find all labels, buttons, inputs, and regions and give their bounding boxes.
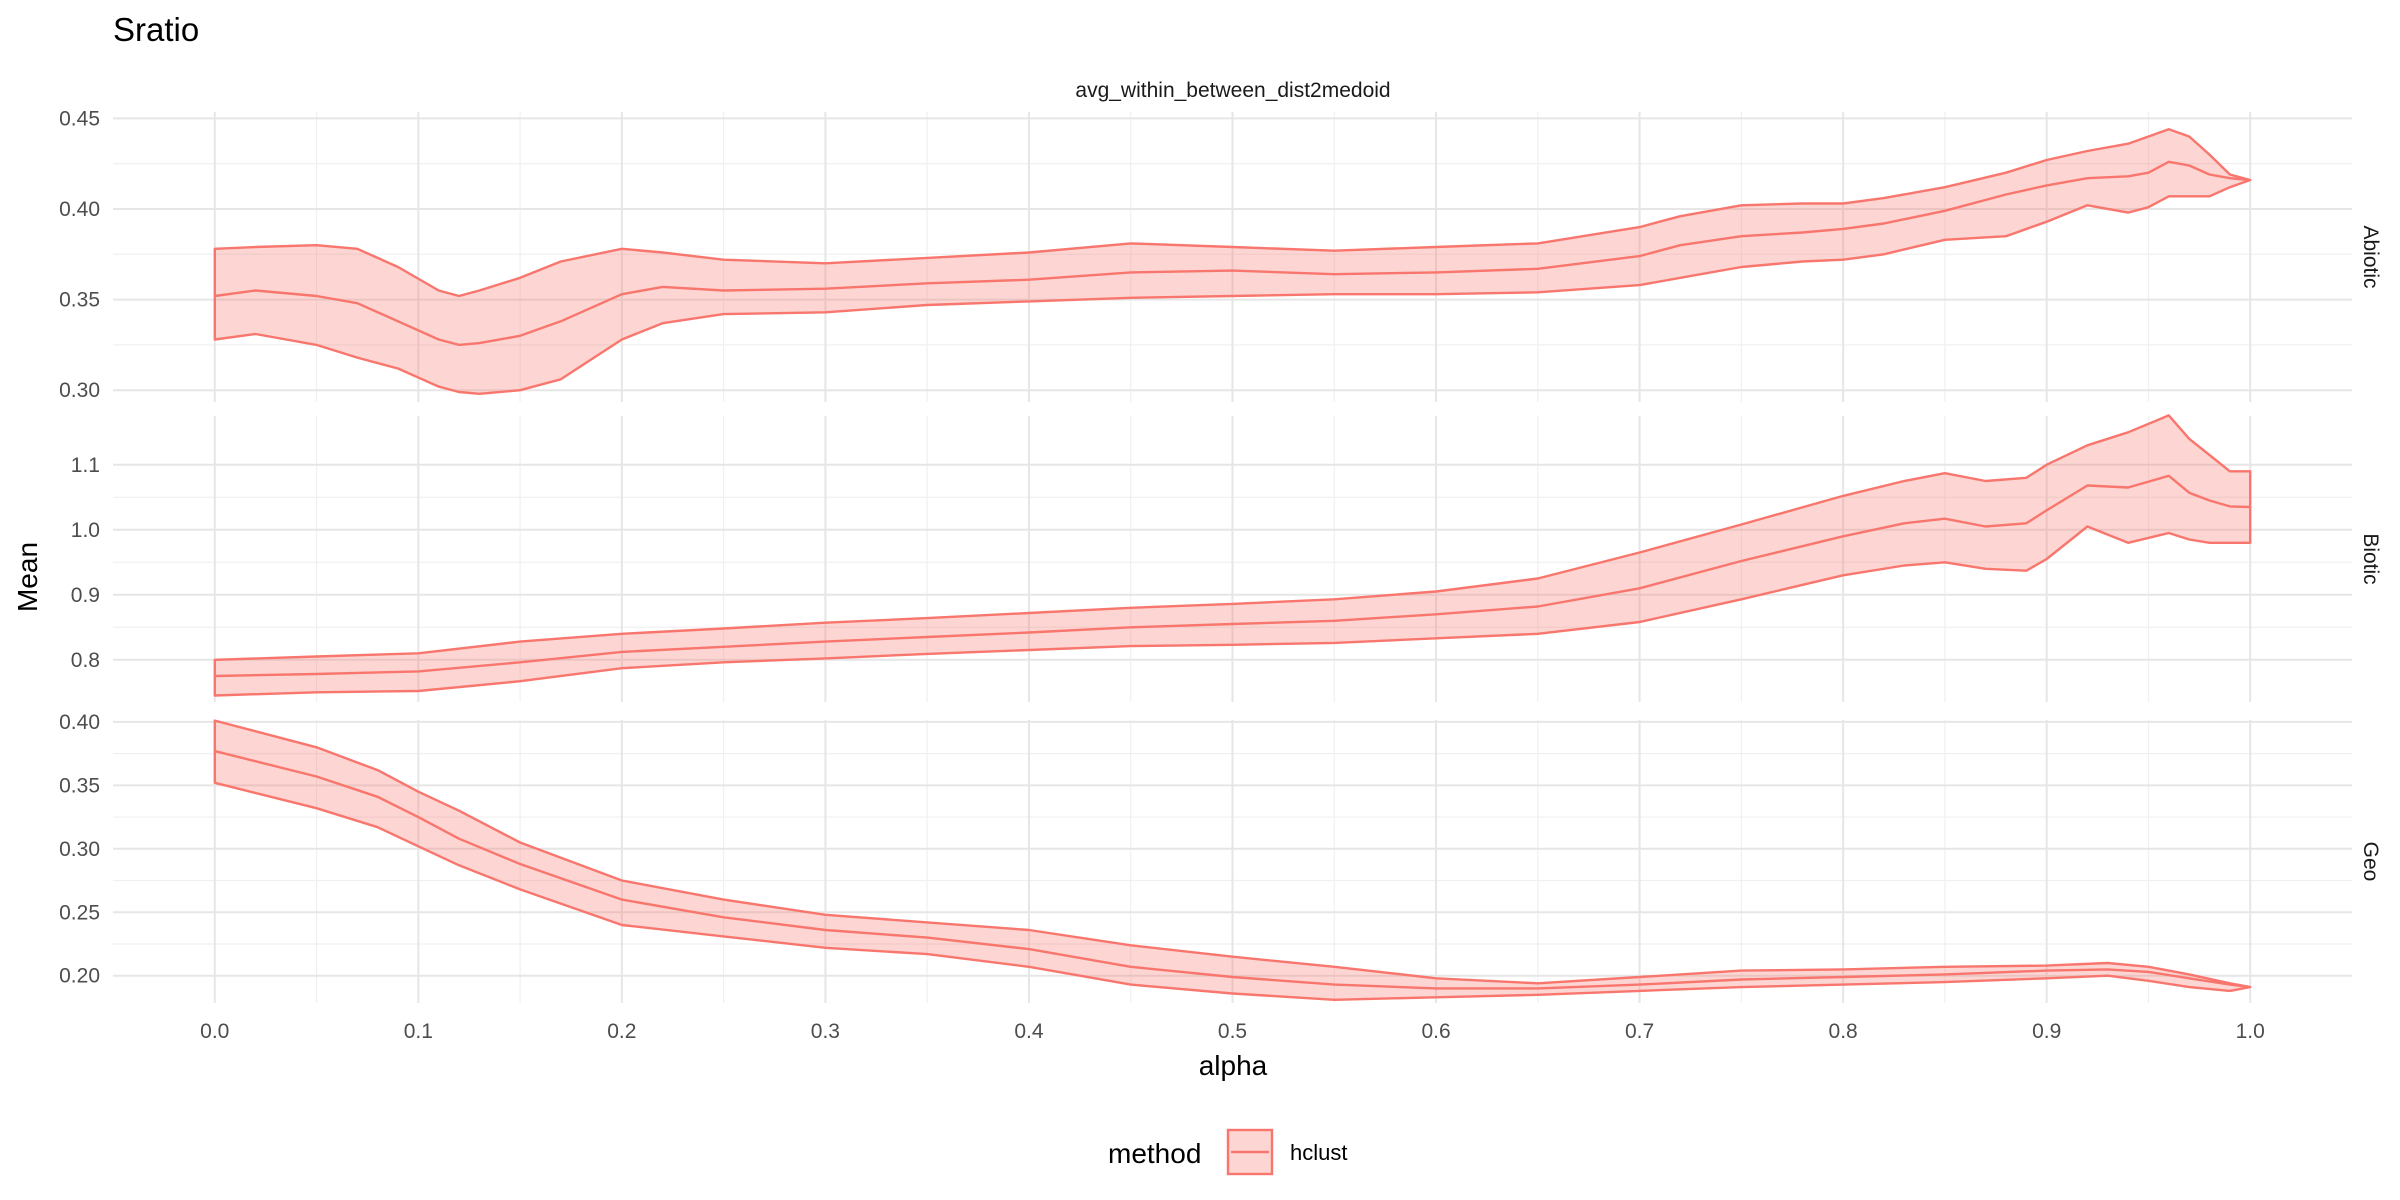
panel-abiotic: 0.30 0.35 0.40 0.45 Abiotic	[59, 107, 2382, 402]
facet-strip-geo: Geo	[2359, 842, 2382, 882]
y-tick-label-abiotic: 0.45	[59, 107, 100, 130]
x-tick-label: 0.5	[1218, 1020, 1247, 1043]
panel-biotic: 0.8 0.9 1.0 1.1 Biotic	[71, 414, 2382, 702]
y-tick-label-biotic: 1.0	[71, 519, 100, 542]
x-tick-label: 0.9	[2032, 1020, 2061, 1043]
facet-strip-biotic: Biotic	[2359, 533, 2382, 584]
x-axis-title: alpha	[1199, 1050, 1268, 1081]
chart-title: Sratio	[113, 11, 199, 48]
y-tick-label-biotic: 0.8	[71, 649, 100, 672]
y-tick-label-abiotic: 0.35	[59, 289, 100, 312]
ribbon-abiotic	[213, 127, 2252, 395]
mean-line-abiotic	[214, 160, 2251, 347]
ribbon-geo	[213, 719, 2252, 1001]
y-tick-label-geo: 0.30	[59, 838, 100, 861]
y-tick-label-geo: 0.20	[59, 965, 100, 988]
legend-label-hclust: hclust	[1290, 1140, 1347, 1165]
panels: 0.30 0.35 0.40 0.45 Abiotic 0.8 0.9 1.0 1.1 Bioti…	[59, 107, 2382, 1003]
x-tick-label: 0.7	[1625, 1020, 1654, 1043]
y-tick-label-geo: 0.40	[59, 711, 100, 734]
legend-title: method	[1108, 1138, 1201, 1169]
y-tick-label-geo: 0.35	[59, 774, 100, 797]
panel-geo: 0.20 0.25 0.30 0.35 0.40 Geo	[59, 711, 2382, 1003]
y-tick-label-abiotic: 0.40	[59, 198, 100, 221]
mean-line-geo	[214, 749, 2251, 990]
y-tick-label-biotic: 0.9	[71, 584, 100, 607]
ribbon-biotic	[213, 414, 2252, 697]
mean-line-biotic	[214, 474, 2251, 678]
x-tick-label: 0.0	[200, 1020, 229, 1043]
legend: method hclust	[1108, 1128, 1347, 1176]
x-axis-ticks: 0.0 0.1 0.2 0.3 0.4 0.5 0.6 0.7 0.8 0.9 1.0	[200, 1020, 2265, 1043]
x-tick-label: 1.0	[2236, 1020, 2265, 1043]
facet-strip-abiotic: Abiotic	[2359, 225, 2382, 288]
x-tick-label: 0.1	[404, 1020, 433, 1043]
facet-strip-top: avg_within_between_dist2medoid	[1075, 79, 1390, 102]
x-tick-label: 0.3	[811, 1020, 840, 1043]
x-tick-label: 0.8	[1829, 1020, 1858, 1043]
y-tick-label-biotic: 1.1	[71, 454, 100, 477]
x-tick-label: 0.4	[1014, 1020, 1044, 1043]
x-tick-label: 0.2	[607, 1020, 636, 1043]
y-tick-label-geo: 0.25	[59, 901, 100, 924]
y-tick-label-abiotic: 0.30	[59, 379, 100, 402]
y-axis-title: Mean	[12, 542, 43, 612]
x-tick-label: 0.6	[1421, 1020, 1450, 1043]
